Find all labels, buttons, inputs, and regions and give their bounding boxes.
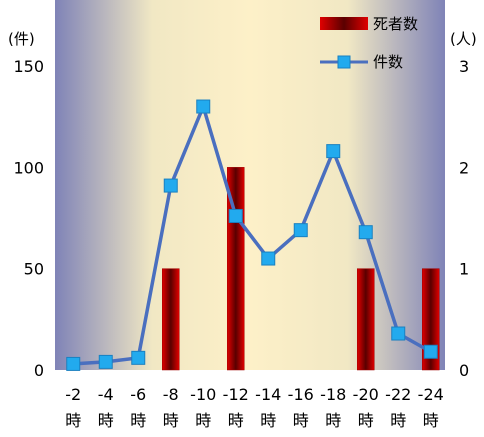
left-tick-label: 150 (13, 57, 44, 76)
legend-bar-swatch (320, 17, 368, 30)
x-tick-label: -18 (320, 385, 346, 404)
line-point (423, 344, 438, 359)
line-point (196, 99, 211, 114)
right-tick-label: 1 (459, 260, 469, 279)
legend-line-marker (337, 55, 351, 69)
bar (357, 268, 375, 371)
x-tick-label-suffix: 時 (163, 411, 179, 430)
legend-line-label: 件数 (373, 53, 403, 71)
line-point (228, 208, 243, 223)
left-tick-label: 0 (34, 361, 44, 380)
x-tick-label-suffix: 時 (228, 411, 244, 430)
right-tick-label: 0 (459, 361, 469, 380)
line-point (98, 354, 113, 369)
bar (422, 268, 440, 371)
right-axis-ticks: 0 1 2 3 (459, 57, 469, 380)
x-tick-label: -14 (255, 385, 281, 404)
x-tick-label: -24 (418, 385, 444, 404)
x-tick-label-suffix: 時 (358, 411, 374, 430)
line-point (131, 350, 146, 365)
x-tick-label: -20 (353, 385, 379, 404)
bar (162, 268, 180, 371)
x-tick-label: -8 (163, 385, 179, 404)
right-axis-unit: (人) (450, 30, 477, 48)
x-tick-label-suffix: 時 (423, 411, 439, 430)
line-layer (66, 99, 438, 371)
left-axis-unit: (件) (8, 30, 35, 48)
x-tick-label-suffix: 時 (390, 411, 406, 430)
line-point (391, 326, 406, 341)
line-point (326, 144, 341, 159)
right-tick-label: 2 (459, 158, 469, 177)
x-axis-ticks: -2 時 -4 時 -6 時 -8 時 -10 時 -12 時 -14 時 -16 時 -18 時 -20 時 -22 時… (65, 385, 444, 430)
line-point (66, 356, 81, 371)
left-tick-label: 100 (13, 158, 44, 177)
legend: 死者数 件数 (320, 15, 418, 71)
x-tick-label-suffix: 時 (98, 411, 114, 430)
x-tick-label-suffix: 時 (260, 411, 276, 430)
line-point (293, 223, 308, 238)
plot-background (55, 0, 445, 370)
x-tick-label-suffix: 時 (293, 411, 309, 430)
line-point (358, 225, 373, 240)
x-tick-label-suffix: 時 (65, 411, 81, 430)
right-tick-label: 3 (459, 57, 469, 76)
x-tick-label: -4 (98, 385, 114, 404)
left-tick-label: 50 (24, 260, 44, 279)
x-tick-label: -12 (223, 385, 249, 404)
legend-bar-label: 死者数 (373, 15, 418, 33)
x-tick-label-suffix: 時 (325, 411, 341, 430)
line-point (163, 178, 178, 193)
x-tick-label: -22 (385, 385, 411, 404)
left-axis-ticks: 0 50 100 150 (13, 57, 44, 380)
x-tick-label: -6 (130, 385, 146, 404)
x-tick-label: -16 (288, 385, 314, 404)
x-tick-label: -10 (190, 385, 216, 404)
x-tick-label: -2 (65, 385, 81, 404)
line-point (261, 251, 276, 266)
x-tick-label-suffix: 時 (195, 411, 211, 430)
x-tick-label-suffix: 時 (130, 411, 146, 430)
